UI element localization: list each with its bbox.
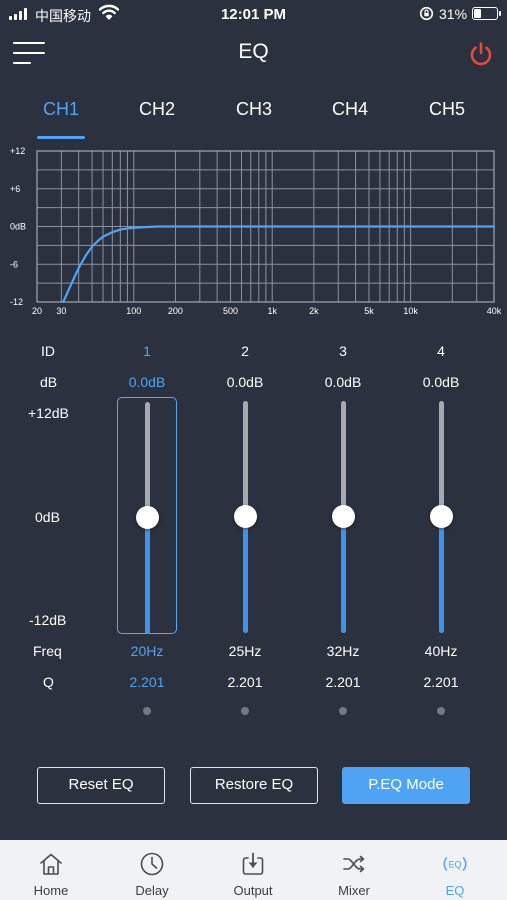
band-3-gain-slider[interactable] <box>313 397 373 634</box>
carrier-name: 中国移动 <box>35 8 91 24</box>
bottom-nav: Home Delay Output Mixer EQ EQ <box>0 840 507 900</box>
x-tick-label: 20 <box>32 306 42 316</box>
tab-ch5[interactable]: CH5 <box>428 99 465 119</box>
battery-icon <box>472 7 501 20</box>
slider-fill <box>144 518 150 634</box>
status-bar: 中国移动 12:01 PM 31% <box>0 0 507 28</box>
y-tick-label: -12 <box>10 297 23 307</box>
slider-fill <box>340 517 346 633</box>
id-row-label: ID <box>41 343 55 359</box>
nav-mixer[interactable]: Mixer <box>304 840 404 900</box>
y-tick-label: 0dB <box>10 222 26 232</box>
band-1-freq[interactable]: 20Hz <box>130 643 164 659</box>
battery-percent: 31% <box>439 6 468 22</box>
nav-output[interactable]: Output <box>203 840 303 900</box>
eq-response-chart: +12 +6 0dB -6 -12 20 30 100 200 500 1k 2k 5k 10k 40k <box>10 146 502 316</box>
x-tick-label: 1k <box>267 306 277 316</box>
band-4-indicator-dot <box>437 707 445 715</box>
band-1-id: 1 <box>143 343 151 359</box>
band-2-freq[interactable]: 25Hz <box>228 643 262 659</box>
freq-row-label: Freq <box>33 643 62 659</box>
power-icon[interactable] <box>467 40 495 68</box>
band-4-gain-value[interactable]: 0.0dB <box>422 374 460 390</box>
band-2-id: 2 <box>241 343 249 359</box>
band-4-id: 4 <box>437 343 445 359</box>
slider-knob[interactable] <box>331 504 355 528</box>
q-row-label: Q <box>43 674 54 690</box>
band-1-gain-value[interactable]: 0.0dB <box>128 374 166 390</box>
output-icon <box>242 852 264 875</box>
band-2-gain-value[interactable]: 0.0dB <box>226 374 264 390</box>
peq-mode-button[interactable]: P.EQ Mode <box>342 767 470 804</box>
band-2-q[interactable]: 2.201 <box>227 674 263 690</box>
slider-knob[interactable] <box>233 504 257 528</box>
x-tick-label: 2k <box>309 306 319 316</box>
shuffle-icon <box>343 855 365 873</box>
band-3-id: 3 <box>339 343 347 359</box>
page-title: EQ <box>238 40 269 63</box>
rotation-lock-icon <box>419 6 434 21</box>
x-tick-label: 5k <box>364 306 374 316</box>
tab-ch2[interactable]: CH2 <box>138 99 175 119</box>
slider-knob[interactable] <box>429 504 453 528</box>
y-tick-label: -6 <box>10 259 18 269</box>
y-tick-label: +12 <box>10 146 25 156</box>
gain-mid-label: 0dB <box>35 509 60 525</box>
eq-icon: EQ <box>443 857 467 871</box>
y-tick-label: +6 <box>10 184 20 194</box>
active-tab-indicator <box>37 136 85 139</box>
band-3-gain-value[interactable]: 0.0dB <box>324 374 362 390</box>
band-1-q[interactable]: 2.201 <box>129 674 165 690</box>
nav-delay-label: Delay <box>135 883 169 898</box>
tab-ch1[interactable]: CH1 <box>42 99 79 119</box>
slider-knob[interactable] <box>135 505 159 529</box>
hamburger-menu-icon[interactable] <box>13 40 45 66</box>
band-1-indicator-dot <box>143 707 151 715</box>
eq-response-line <box>62 225 496 304</box>
nav-eq-label: EQ <box>445 883 465 898</box>
nav-eq[interactable]: EQ EQ <box>405 840 505 900</box>
x-tick-label: 500 <box>223 306 238 316</box>
wifi-icon <box>99 4 119 20</box>
gain-max-label: +12dB <box>28 405 69 421</box>
tab-ch3[interactable]: CH3 <box>235 99 272 119</box>
home-icon <box>40 853 62 875</box>
band-4-q[interactable]: 2.201 <box>423 674 459 690</box>
x-tick-label: 30 <box>56 306 66 316</box>
band-3-q[interactable]: 2.201 <box>325 674 361 690</box>
db-row-label: dB <box>40 374 58 390</box>
band-4-freq[interactable]: 40Hz <box>424 643 458 659</box>
clock: 12:01 PM <box>220 6 287 23</box>
band-3-indicator-dot <box>339 707 347 715</box>
nav-output-label: Output <box>233 883 273 898</box>
band-2-gain-slider[interactable] <box>215 397 275 634</box>
x-tick-label: 200 <box>168 306 183 316</box>
x-tick-label: 100 <box>126 306 141 316</box>
band-3-freq[interactable]: 32Hz <box>326 643 360 659</box>
nav-home-label: Home <box>33 883 69 898</box>
restore-eq-button[interactable]: Restore EQ <box>190 767 318 804</box>
reset-eq-button[interactable]: Reset EQ <box>37 767 165 804</box>
nav-mixer-label: Mixer <box>338 883 370 898</box>
band-2-indicator-dot <box>241 707 249 715</box>
svg-text:EQ: EQ <box>448 860 461 870</box>
gain-min-label: -12dB <box>29 612 67 628</box>
slider-fill <box>242 517 248 633</box>
signal-icon <box>9 8 27 20</box>
x-tick-label: 10k <box>403 306 418 316</box>
band-1-gain-slider[interactable] <box>117 397 177 634</box>
nav-delay[interactable]: Delay <box>102 840 202 900</box>
tab-ch4[interactable]: CH4 <box>331 99 368 119</box>
slider-fill <box>438 517 444 633</box>
x-tick-label: 40k <box>487 306 502 316</box>
clock-icon <box>140 852 164 876</box>
nav-home[interactable]: Home <box>1 840 101 900</box>
band-4-gain-slider[interactable] <box>411 397 471 634</box>
